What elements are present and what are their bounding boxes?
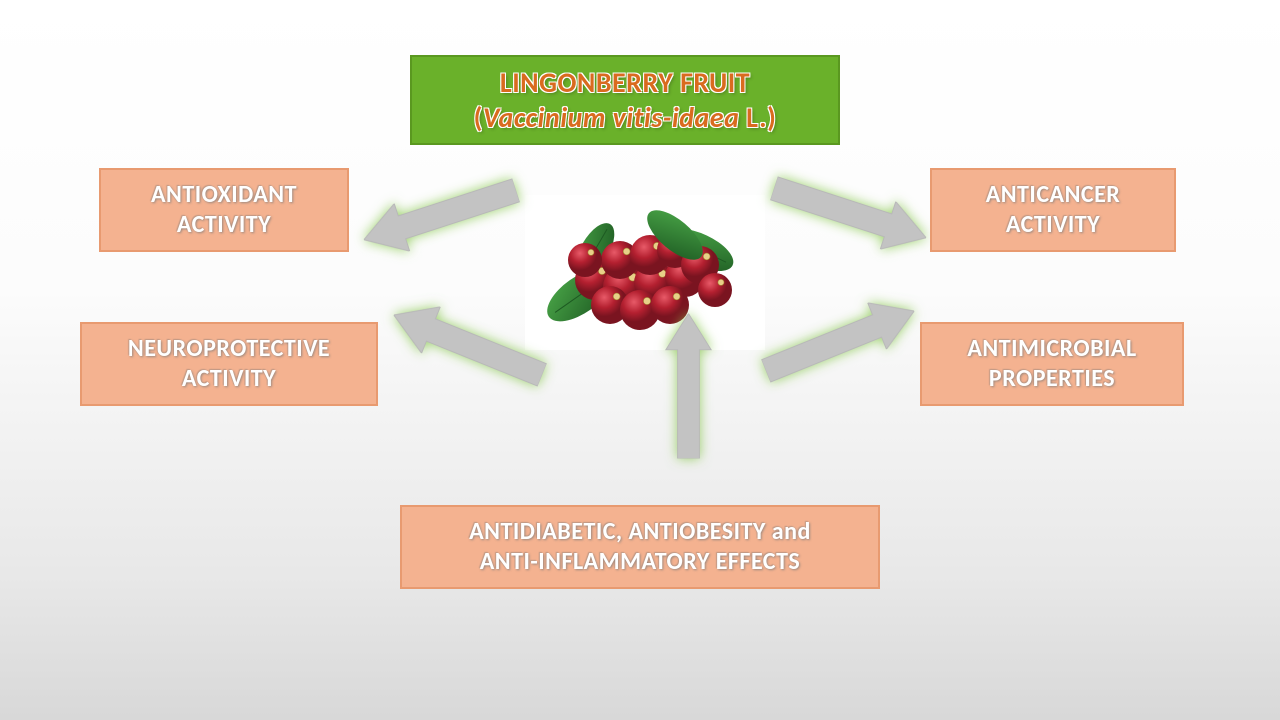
activity-neuroprotective-line2: ACTIVITY xyxy=(182,364,276,393)
activity-antimicrobial-line1: ANTIMICROBIAL xyxy=(967,334,1136,363)
activity-antidiabetic-line2: ANTI-INFLAMMATORY EFFECTS xyxy=(480,547,800,576)
title-line2-prefix: ( xyxy=(474,100,483,135)
title-scientific: Vaccinium vitis-idaea xyxy=(483,100,740,135)
berry-illustration xyxy=(525,195,765,350)
activity-antimicrobial: ANTIMICROBIALPROPERTIES xyxy=(920,322,1184,406)
berry-image xyxy=(525,195,765,350)
arrow-to-anticancer xyxy=(766,165,934,262)
activity-anticancer-line2: ACTIVITY xyxy=(1006,210,1100,239)
activity-anticancer: ANTICANCERACTIVITY xyxy=(930,168,1176,252)
title-box: LINGONBERRY FRUIT (Vaccinium vitis-idaea… xyxy=(410,55,840,145)
activity-neuroprotective-line1: NEUROPROTECTIVE xyxy=(128,334,330,363)
title-line1: LINGONBERRY FRUIT xyxy=(500,65,750,100)
title-line2-suffix: L.) xyxy=(739,100,776,135)
activity-antimicrobial-line2: PROPERTIES xyxy=(989,364,1115,393)
arrow-to-antioxidant xyxy=(356,167,524,264)
activity-anticancer-line1: ANTICANCER xyxy=(986,180,1121,209)
activity-antioxidant-line1: ANTIOXIDANT xyxy=(151,180,297,209)
activity-antioxidant: ANTIOXIDANTACTIVITY xyxy=(99,168,349,252)
activity-antidiabetic-line1: ANTIDIABETIC, ANTIOBESITY and xyxy=(469,517,811,546)
activity-antidiabetic: ANTIDIABETIC, ANTIOBESITY andANTI-INFLAM… xyxy=(400,505,880,589)
activity-antioxidant-line2: ACTIVITY xyxy=(177,210,271,239)
arrow-to-antidiabetic xyxy=(665,314,713,459)
arrow-to-antimicrobial xyxy=(756,288,923,394)
activity-neuroprotective: NEUROPROTECTIVEACTIVITY xyxy=(80,322,378,406)
